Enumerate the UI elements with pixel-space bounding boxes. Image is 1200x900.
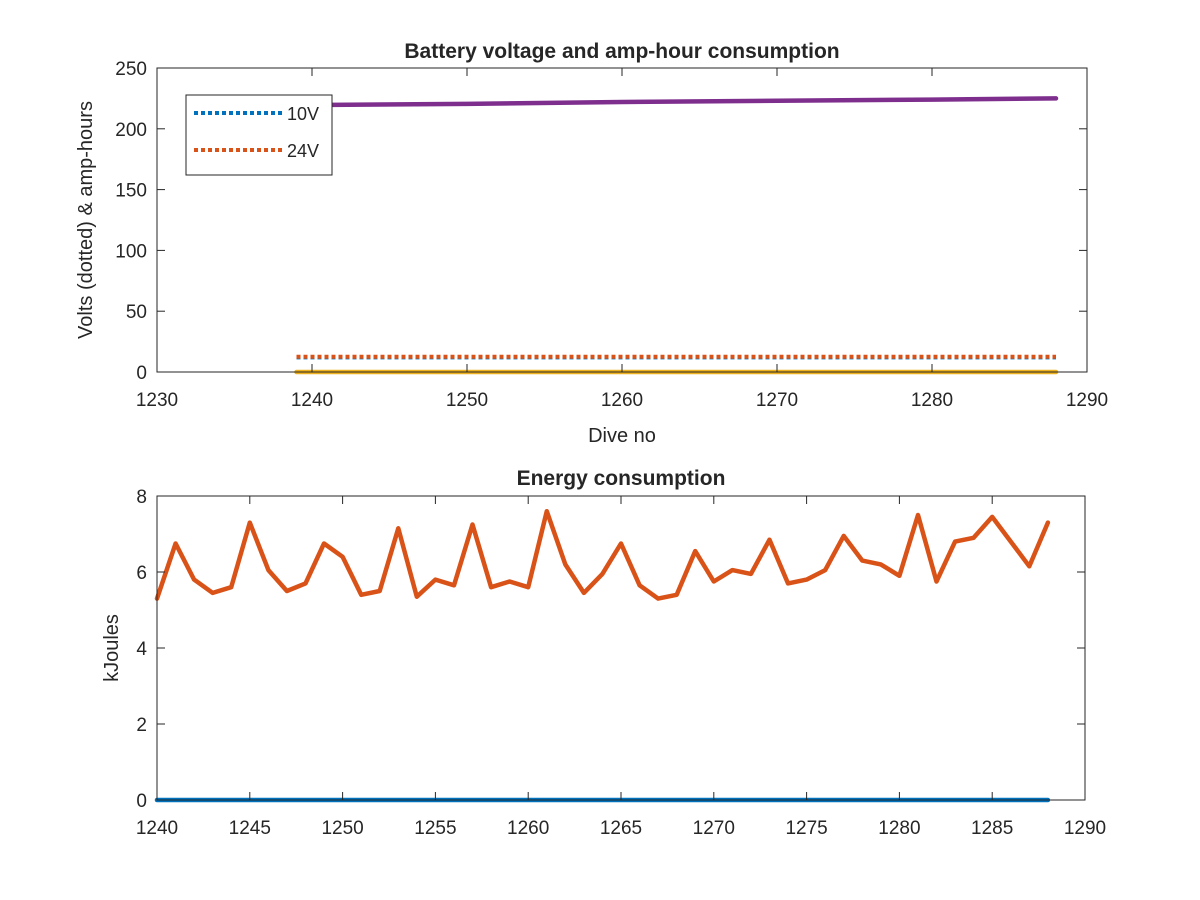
y-tick-label: 6 (136, 563, 147, 584)
legend-entry-label: 24V (287, 141, 319, 161)
y-tick-label: 4 (136, 639, 147, 660)
y-tick-label: 200 (115, 120, 147, 141)
series-line-1 (154, 508, 1051, 601)
y-tick-label: 2 (136, 715, 147, 736)
x-tick-label: 1260 (601, 390, 643, 411)
x-axis-label: Dive no (588, 425, 656, 447)
x-tick-label: 1270 (756, 390, 798, 411)
y-tick-label: 100 (115, 241, 147, 262)
x-tick-label: 1280 (878, 818, 920, 839)
x-tick-label: 1240 (136, 818, 178, 839)
legend-box (185, 94, 333, 176)
y-tick-label: 0 (136, 363, 147, 384)
chart-2: 1240 1245 1250 1255 1260 1265 1270 1275 1280 1285… (101, 467, 1106, 839)
x-tick-label: 1250 (321, 818, 363, 839)
legend-entry-label: 10V (287, 104, 319, 124)
y-tick-label: 50 (126, 302, 147, 323)
x-tick-label: 1275 (785, 818, 827, 839)
x-tick-label: 1265 (600, 818, 642, 839)
y-tick-label: 8 (136, 487, 147, 508)
x-tick-label: 1240 (291, 390, 333, 411)
x-tick-label: 1230 (136, 390, 178, 411)
y-axis-label: Volts (dotted) & amp-hours (75, 101, 97, 339)
x-tick-label: 1280 (911, 390, 953, 411)
x-tick-label: 1245 (229, 818, 271, 839)
y-axis-label: kJoules (101, 614, 123, 682)
x-tick-label: 1250 (446, 390, 488, 411)
x-tick-label: 1270 (693, 818, 735, 839)
x-tick-label: 1285 (971, 818, 1013, 839)
chart-title: Battery voltage and amp-hour consumption (404, 40, 839, 63)
legend: 10V 24V (185, 94, 333, 176)
x-tick-label: 1290 (1064, 818, 1106, 839)
x-tick-label: 1260 (507, 818, 549, 839)
chart-title: Energy consumption (517, 467, 726, 490)
y-tick-label: 150 (115, 181, 147, 202)
y-tick-label: 250 (115, 59, 147, 80)
x-tick-label: 1255 (414, 818, 456, 839)
x-tick-label: 1290 (1066, 390, 1108, 411)
chart-1: 1230 1240 1250 1260 1270 1280 1290 0 50 100 150 200… (75, 40, 1108, 447)
y-tick-label: 0 (136, 791, 147, 812)
series-line-4 (294, 96, 1059, 108)
